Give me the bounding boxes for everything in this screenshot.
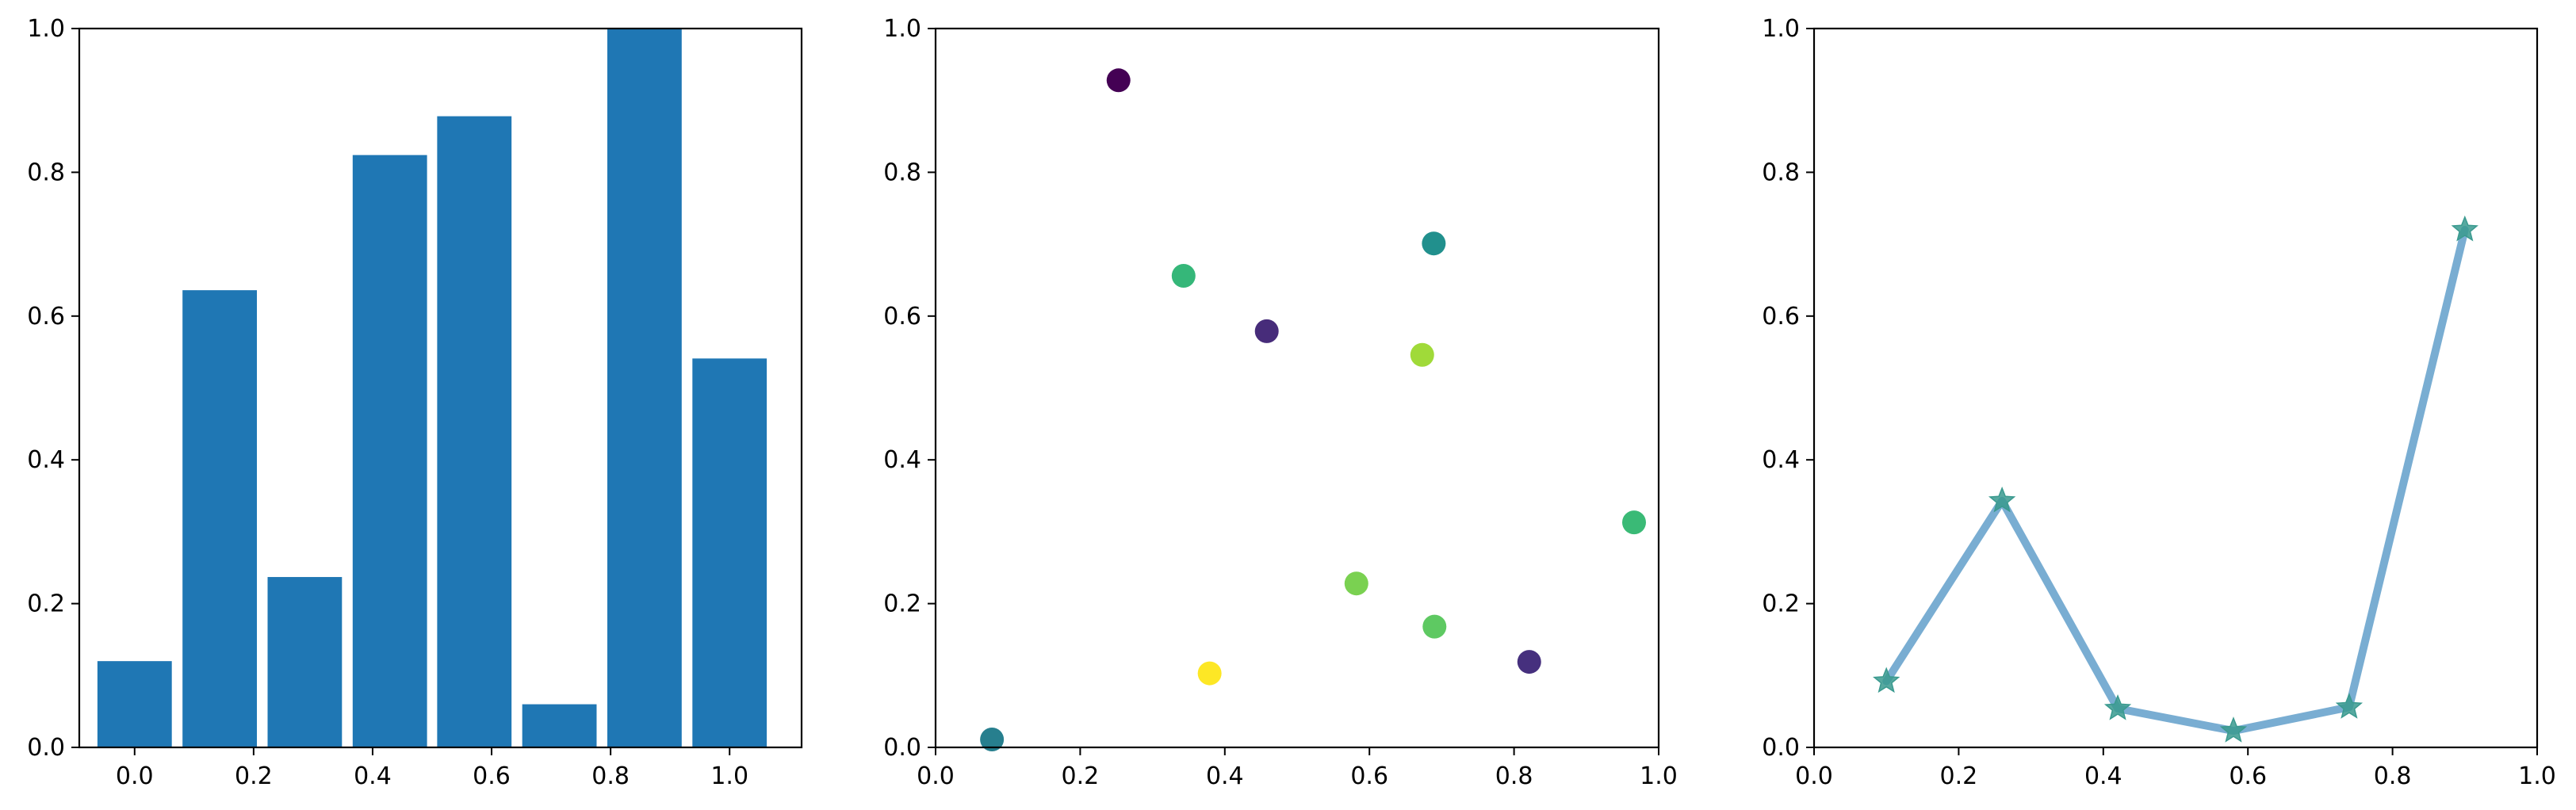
y-tick-label: 0.4 bbox=[27, 446, 65, 474]
y-tick-label: 0.6 bbox=[1762, 303, 1800, 330]
scatter-point bbox=[1106, 68, 1131, 93]
scatter-point bbox=[1422, 614, 1447, 639]
bar bbox=[607, 29, 682, 747]
star-marker bbox=[2451, 215, 2478, 242]
x-tick-label: 1.0 bbox=[2518, 762, 2556, 790]
star-marker bbox=[1873, 667, 1900, 693]
y-tick-label: 0.8 bbox=[883, 159, 921, 186]
scatter-point bbox=[1171, 264, 1196, 288]
scatter-point bbox=[1197, 661, 1222, 686]
x-tick-label: 0.8 bbox=[591, 762, 630, 790]
bar bbox=[437, 116, 512, 748]
y-tick-label: 1.0 bbox=[1762, 15, 1800, 43]
series-line bbox=[1882, 225, 2469, 735]
star-marker bbox=[2335, 693, 2364, 719]
axes-frame bbox=[934, 27, 1660, 749]
x-tick-label: 0.0 bbox=[1795, 762, 1833, 790]
scatter-point bbox=[1254, 319, 1279, 343]
x-tick-label: 1.0 bbox=[1640, 762, 1678, 790]
y-tick-label: 0.4 bbox=[883, 446, 921, 474]
y-tick-label: 0.2 bbox=[1762, 590, 1800, 618]
y-tick-label: 0.0 bbox=[27, 734, 65, 762]
x-tick-label: 0.2 bbox=[1062, 762, 1100, 790]
x-tick-label: 0.2 bbox=[1940, 762, 1978, 790]
y-tick-label: 1.0 bbox=[27, 15, 65, 43]
star-marker bbox=[2103, 693, 2132, 720]
bar bbox=[692, 358, 767, 747]
x-tick-label: 1.0 bbox=[710, 762, 748, 790]
bar bbox=[97, 661, 172, 747]
star-marker bbox=[1988, 486, 2016, 513]
x-tick-label: 0.2 bbox=[235, 762, 273, 790]
axes-frame bbox=[78, 27, 803, 749]
x-tick-label: 0.0 bbox=[116, 762, 154, 790]
y-tick-label: 0.8 bbox=[1762, 159, 1800, 186]
x-tick-label: 0.6 bbox=[473, 762, 511, 790]
scatter-point bbox=[1517, 650, 1541, 674]
bar bbox=[182, 290, 257, 747]
y-tick-label: 0.8 bbox=[27, 159, 65, 186]
y-tick-label: 1.0 bbox=[883, 15, 921, 43]
y-tick-label: 0.2 bbox=[883, 590, 921, 618]
scatter-chart-panel: 0.0 0.2 0.4 0.6 0.8 1.0 0.0 0.2 0.4 0.6 0.8 1.0 bbox=[883, 15, 1678, 790]
line-chart-panel: 0.0 0.2 0.4 0.6 0.8 1.0 0.0 0.2 0.4 0.6 0.8 1.0 bbox=[1762, 15, 2556, 790]
scatter-point bbox=[980, 728, 1005, 752]
bar bbox=[267, 577, 343, 747]
x-tick-label: 0.8 bbox=[1495, 762, 1533, 790]
star-marker bbox=[2219, 716, 2248, 743]
x-tick-label: 0.4 bbox=[354, 762, 392, 790]
x-tick-label: 0.6 bbox=[2229, 762, 2267, 790]
x-tick-label: 0.6 bbox=[1350, 762, 1388, 790]
x-tick-label: 0.8 bbox=[2374, 762, 2412, 790]
x-tick-label: 0.4 bbox=[2084, 762, 2122, 790]
axes-frame bbox=[1812, 27, 2539, 749]
scatter-point bbox=[1344, 571, 1368, 596]
y-tick-label: 0.4 bbox=[1762, 446, 1800, 474]
y-tick-label: 0.0 bbox=[1762, 734, 1800, 762]
x-tick-label: 0.0 bbox=[917, 762, 955, 790]
bar bbox=[522, 704, 597, 747]
y-tick-label: 0.0 bbox=[883, 734, 921, 762]
scatter-point bbox=[1422, 231, 1446, 256]
y-tick-label: 0.2 bbox=[27, 590, 65, 618]
scatter-point bbox=[1410, 342, 1434, 367]
scatter-point bbox=[1621, 510, 1646, 535]
x-tick-label: 0.4 bbox=[1206, 762, 1244, 790]
bar-chart-panel: 0.0 0.2 0.4 0.6 0.8 1.0 0.0 0.2 0.4 0.6 0.8 1.0 bbox=[27, 15, 803, 790]
y-tick-label: 0.6 bbox=[27, 303, 65, 330]
bar bbox=[352, 155, 427, 747]
y-tick-label: 0.6 bbox=[883, 303, 921, 330]
